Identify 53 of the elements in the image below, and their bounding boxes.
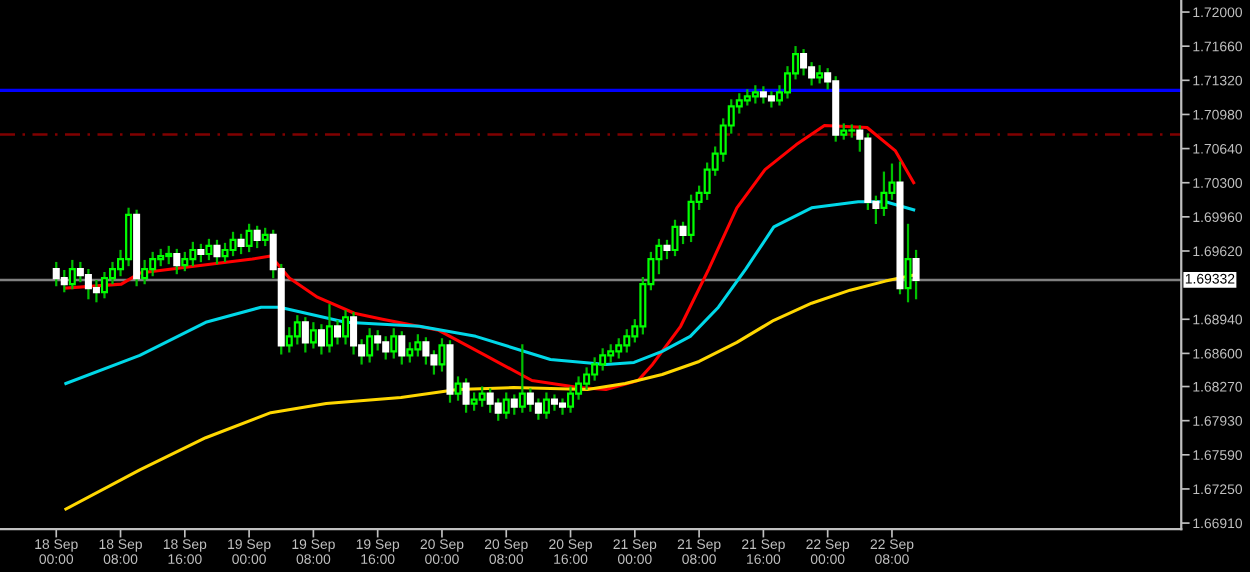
candlestick [486,388,494,413]
candlestick [84,268,92,300]
candlestick [253,225,261,249]
candlestick [309,322,317,349]
candlestick [301,317,309,353]
candlestick [518,344,526,413]
candlestick [422,337,430,365]
candlestick [293,315,301,345]
candlestick [398,331,406,365]
candlestick [534,398,542,420]
candlestick [237,233,245,255]
candlestick [205,238,213,261]
candlestick [679,221,687,245]
candlestick [317,324,325,355]
candlestick [671,219,679,257]
candlestick [478,386,486,407]
candlestick [52,261,60,287]
candlestick [229,231,237,257]
candlestick [542,392,550,419]
candlestick [912,249,920,300]
candlestick [325,304,333,353]
candlestick [615,338,623,359]
candlestick [333,320,342,345]
candlestick [189,241,197,267]
candlestick [245,223,253,253]
candlestick [374,330,382,351]
candlestick [494,398,502,421]
candlestick [438,338,446,372]
candlestick [550,394,558,411]
candlestick [880,171,888,216]
candlestick [623,329,631,353]
candlestick [526,388,534,412]
candlestick [141,259,149,285]
candlestick [173,248,181,275]
candlestick [687,194,695,243]
candlestick [767,91,775,108]
candlestick [406,342,414,363]
candlestick [149,251,157,277]
candlestick [502,392,510,419]
candlestick [510,394,518,415]
candlestick [68,259,76,290]
candlestick [342,310,350,345]
candlestick [462,378,470,413]
candlestick [759,86,767,104]
candlestick [213,239,221,265]
candlestick [366,328,374,363]
candlestick [60,269,68,293]
candlestick [454,376,462,401]
candlestick [558,398,567,415]
candlestick [382,336,390,360]
candlestick [904,223,912,303]
candlestick [414,334,422,357]
candlestick [390,328,398,359]
